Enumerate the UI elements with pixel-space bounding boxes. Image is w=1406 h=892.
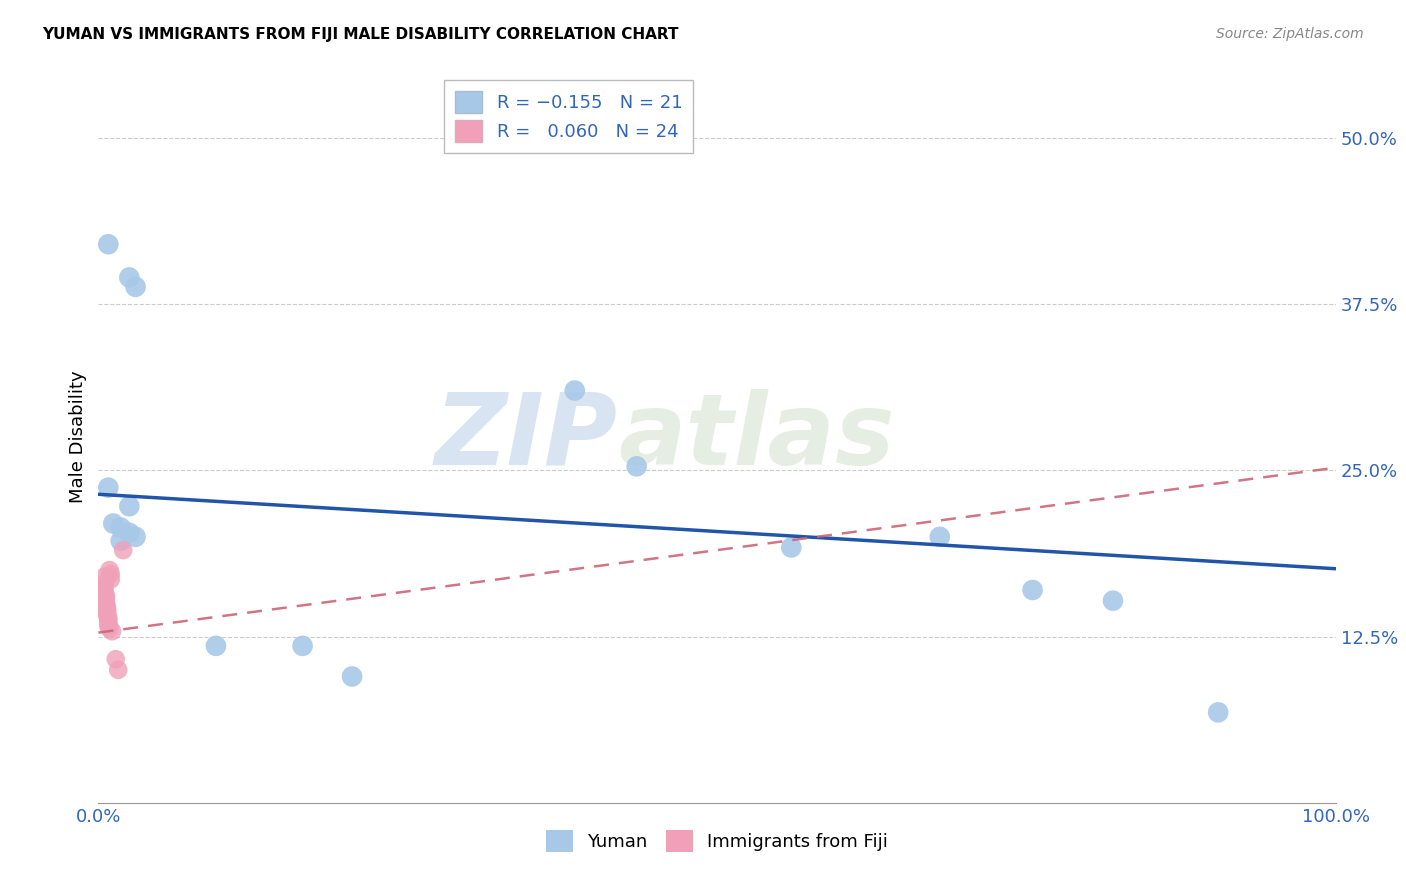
- Point: [98, 563, 121, 577]
- Point: [657, 135, 679, 149]
- Point: [93, 576, 115, 591]
- Point: [93, 580, 115, 594]
- Point: [780, 541, 803, 555]
- Point: [97, 619, 120, 633]
- Point: [94, 588, 117, 602]
- Point: [101, 624, 124, 639]
- Point: [110, 533, 132, 548]
- Text: YUMAN VS IMMIGRANTS FROM FIJI MALE DISABILITY CORRELATION CHART: YUMAN VS IMMIGRANTS FROM FIJI MALE DISAB…: [42, 27, 679, 42]
- Point: [94, 598, 117, 612]
- Point: [124, 530, 146, 544]
- Point: [97, 614, 120, 628]
- Point: [97, 481, 120, 495]
- Text: Source: ZipAtlas.com: Source: ZipAtlas.com: [1216, 27, 1364, 41]
- Point: [103, 516, 125, 531]
- Point: [340, 669, 363, 683]
- Point: [96, 600, 118, 615]
- Text: ZIP: ZIP: [434, 389, 619, 485]
- Y-axis label: Male Disability: Male Disability: [69, 371, 87, 503]
- Point: [107, 663, 129, 677]
- Point: [93, 585, 115, 599]
- Point: [97, 237, 120, 252]
- Point: [97, 611, 120, 625]
- Point: [118, 525, 141, 540]
- Point: [1206, 706, 1229, 720]
- Point: [205, 639, 228, 653]
- Point: [1102, 593, 1125, 607]
- Point: [118, 270, 141, 285]
- Point: [564, 384, 586, 398]
- Point: [100, 567, 122, 582]
- Point: [291, 639, 314, 653]
- Point: [626, 459, 648, 474]
- Text: atlas: atlas: [619, 389, 894, 485]
- Point: [110, 520, 132, 534]
- Point: [96, 608, 118, 623]
- Point: [98, 622, 121, 636]
- Legend: Yuman, Immigrants from Fiji: Yuman, Immigrants from Fiji: [538, 823, 896, 860]
- Point: [94, 591, 117, 605]
- Point: [124, 280, 146, 294]
- Point: [112, 543, 135, 558]
- Point: [118, 500, 141, 514]
- Point: [93, 570, 115, 584]
- Point: [928, 530, 950, 544]
- Point: [97, 616, 120, 631]
- Point: [94, 595, 117, 609]
- Point: [96, 606, 118, 620]
- Point: [100, 573, 122, 587]
- Point: [104, 652, 127, 666]
- Point: [1021, 582, 1043, 597]
- Point: [96, 603, 118, 617]
